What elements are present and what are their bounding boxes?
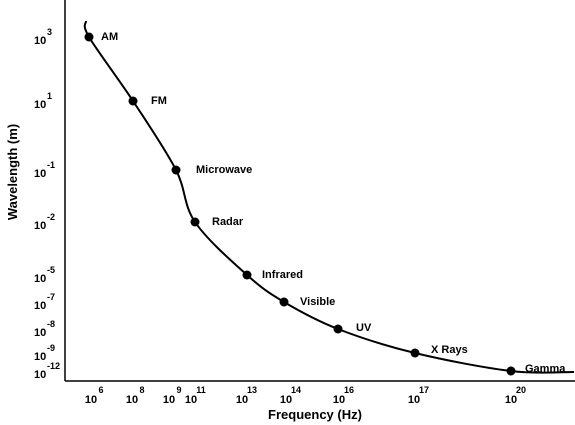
x-tick-exponent: 14	[291, 385, 301, 395]
x-tick-exponent: 9	[176, 385, 181, 395]
x-tick-base: 10	[126, 394, 138, 406]
x-tick-exponent: 20	[516, 385, 526, 395]
point-label: Radar	[212, 216, 244, 228]
y-tick-exponent: 3	[47, 27, 52, 37]
x-tick-base: 10	[333, 394, 345, 406]
point-label: Visible	[300, 296, 335, 308]
x-tick-exponent: 11	[196, 385, 206, 395]
y-tick-base: 10	[34, 168, 46, 180]
x-axis-title: Frequency (Hz)	[268, 407, 362, 422]
point-label: Gamma	[525, 363, 566, 375]
x-tick-exponent: 17	[419, 385, 429, 395]
point-label: UV	[356, 322, 372, 334]
x-tick-base: 10	[505, 394, 517, 406]
y-tick-base: 10	[34, 273, 46, 285]
data-point-microwave	[171, 165, 181, 175]
y-tick-base: 10	[34, 220, 46, 232]
y-tick-base: 10	[34, 99, 46, 111]
x-tick-base: 10	[85, 394, 97, 406]
data-point-x-rays	[410, 348, 420, 358]
x-tick-base: 10	[408, 394, 420, 406]
x-tick-base: 10	[163, 394, 175, 406]
wavelength-curve	[83, 20, 575, 374]
data-point-fm	[128, 96, 138, 106]
y-tick-exponent: -12	[47, 361, 60, 371]
point-label: Microwave	[196, 164, 252, 176]
point-label: AM	[101, 31, 118, 43]
x-tick-exponent: 8	[139, 385, 144, 395]
x-tick-exponent: 13	[247, 385, 257, 395]
y-axis-title: Wavelength (m)	[5, 124, 20, 220]
y-tick-exponent: -5	[47, 265, 55, 275]
x-tick-exponent: 16	[344, 385, 354, 395]
y-tick-exponent: -8	[47, 319, 55, 329]
y-tick-exponent: -9	[47, 343, 55, 353]
data-point-uv	[333, 324, 343, 334]
x-tick-base: 10	[236, 394, 248, 406]
y-tick-base: 10	[34, 35, 46, 47]
data-point-am	[84, 32, 94, 42]
point-label: FM	[151, 95, 167, 107]
data-point-gamma	[506, 366, 516, 376]
y-tick-base: 10	[34, 351, 46, 363]
y-tick-base: 10	[34, 300, 46, 312]
y-tick-base: 10	[34, 327, 46, 339]
y-tick-exponent: -2	[47, 212, 55, 222]
point-label: X Rays	[431, 344, 468, 356]
y-tick-base: 10	[34, 369, 46, 381]
y-tick-exponent: 1	[47, 91, 52, 101]
data-point-visible	[279, 297, 289, 307]
x-tick-base: 10	[185, 394, 197, 406]
data-point-infrared	[242, 270, 252, 280]
x-tick-base: 10	[280, 394, 292, 406]
y-tick-exponent: -7	[47, 292, 55, 302]
data-point-radar	[190, 217, 200, 227]
y-tick-exponent: -1	[47, 160, 55, 170]
point-label: Infrared	[262, 269, 303, 281]
x-tick-exponent: 6	[98, 385, 103, 395]
